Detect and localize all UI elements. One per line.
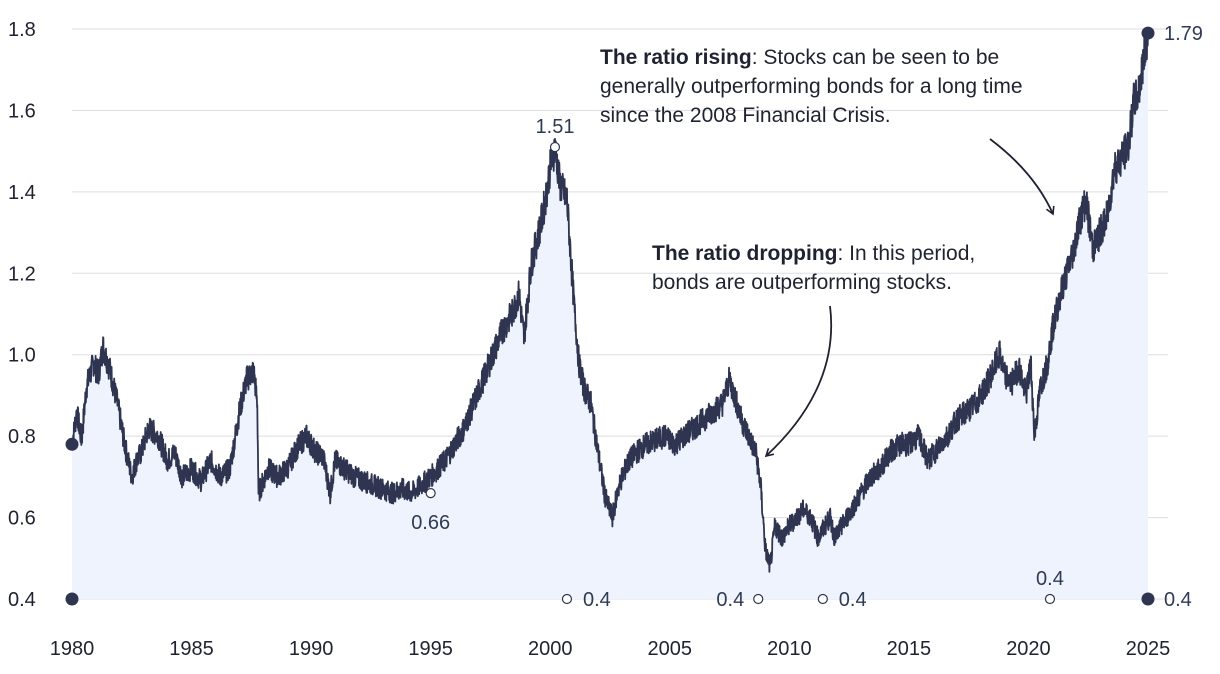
point-label: 0.4 [716,589,744,611]
point-label: 1.51 [536,116,575,138]
point-marker-filled [1141,26,1155,40]
x-tick-label: 2015 [887,638,932,660]
point-marker-filled [1141,592,1155,606]
y-tick-label: 1.0 [8,345,36,367]
annotation-dropping-text: : In this period, bonds are outperformin… [652,242,976,294]
y-tick-label: 1.2 [8,263,36,285]
point-label: 0.4 [839,589,867,611]
y-tick-label: 0.4 [8,589,36,611]
point-marker-filled [65,437,79,451]
x-tick-label: 2010 [767,638,812,660]
y-tick-label: 1.4 [8,182,36,204]
series-line-layer [71,30,1149,573]
x-tick-label: 2000 [528,638,573,660]
x-tick-label: 1985 [169,638,214,660]
point-label: 0.4 [1036,568,1064,590]
series-line [71,30,1149,573]
point-label: 0.66 [411,512,450,534]
point-marker-hollow [425,488,436,499]
y-tick-label: 0.8 [8,426,36,448]
x-tick-label: 1995 [408,638,453,660]
annotation-dropping: The ratio dropping: In this period, bond… [652,239,1012,297]
y-tick-label: 0.6 [8,508,36,530]
point-marker-hollow [753,593,764,605]
x-tick-label: 2025 [1126,638,1171,660]
annotation-rising-text: : Stocks can be seen to be generally out… [600,46,1023,127]
point-marker-hollow [817,593,828,605]
arrow-dropping [764,305,832,458]
point-label: 0.4 [1164,589,1192,611]
point-marker-hollow [549,141,561,153]
area-fill-layer [72,31,1148,600]
x-tick-label: 2005 [648,638,693,660]
x-tick-label: 1990 [289,638,334,660]
point-label: 1.79 [1164,23,1203,45]
point-label: 0.4 [583,589,611,611]
annotation-rising: The ratio rising: Stocks can be seen to … [600,43,1070,130]
y-tick-label: 1.6 [8,100,36,122]
y-tick-label: 1.8 [8,19,36,41]
point-marker-hollow [1044,593,1056,605]
x-tick-label: 2020 [1006,638,1051,660]
point-marker-hollow [561,593,573,605]
point-markers: 0.66 1.51 1.79 0.4 0.4 0.4 0.4 0.4 [65,23,1203,611]
annotation-dropping-title: The ratio dropping [652,242,838,265]
x-tick-label: 1980 [50,638,95,660]
annotation-arrows [764,138,1055,458]
annotation-rising-title: The ratio rising [600,46,752,69]
series-area [72,31,1148,600]
arrow-rising [989,138,1055,216]
point-marker-filled [65,592,79,606]
axis-labels: 0.4 0.6 0.8 1.0 1.2 1.4 1.6 1.8 1980 1985 1990 1995… [8,19,1170,660]
